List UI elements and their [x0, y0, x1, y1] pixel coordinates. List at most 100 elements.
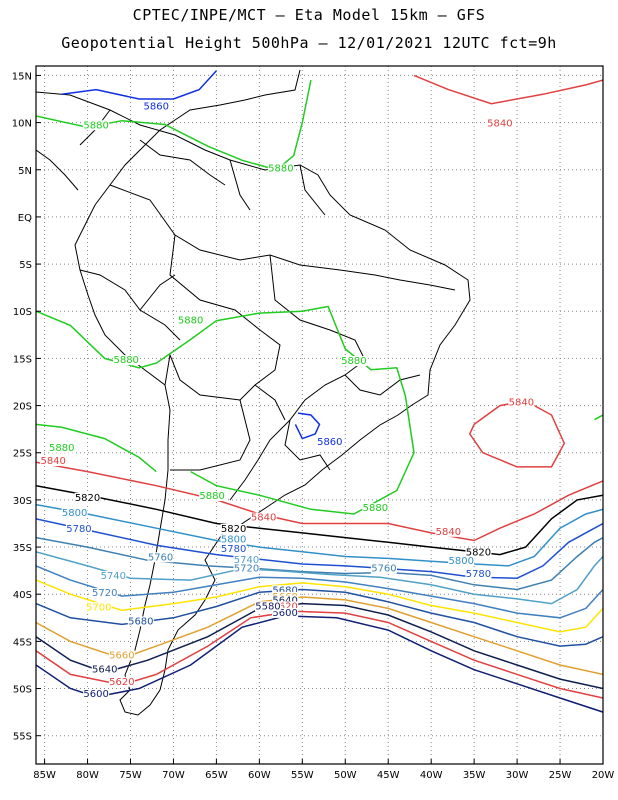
contour-line-5640: [36, 602, 603, 690]
contour-label: 5880: [83, 120, 108, 131]
contour-label-bg: [40, 456, 67, 467]
contour-label: 5780: [66, 524, 91, 535]
lat-tick-label: 55S: [13, 732, 32, 743]
contour-label: 5880: [341, 356, 366, 367]
contour-label: 5860: [144, 101, 169, 112]
contour-line-5700: [36, 579, 603, 633]
lat-tick-label: EQ: [18, 213, 32, 224]
lat-tick-label: 10N: [12, 119, 32, 130]
contour-label-bg: [220, 523, 247, 534]
lat-tick-label: 35S: [13, 543, 32, 554]
contour-line-5800: [36, 503, 603, 567]
contour-label-bg: [250, 512, 277, 523]
contour-label: 5840: [251, 513, 276, 524]
contour-label-bg: [199, 490, 226, 501]
contour-line-5720: [36, 565, 603, 619]
contour-label-bg: [143, 101, 170, 112]
contour-label-bg: [83, 689, 110, 700]
lon-tick-label: 75W: [119, 770, 142, 781]
lat-tick-label: 50S: [13, 685, 32, 696]
lon-tick-label: 50W: [334, 770, 357, 781]
contour-label: 5780: [466, 569, 491, 580]
contour-label: 5620: [272, 601, 297, 612]
contour-label-bg: [316, 437, 343, 448]
lon-tick-label: 40W: [420, 770, 443, 781]
contour-label: 5640: [272, 596, 297, 607]
contour-line-5600: [36, 615, 603, 713]
contour-label-bg: [272, 595, 299, 606]
contour-label: 5840: [436, 527, 461, 538]
contour-label: 5760: [371, 564, 396, 575]
contour-label-bg: [370, 563, 397, 574]
lat-tick-label: 40S: [13, 590, 32, 601]
contour-line-5880: [36, 423, 157, 473]
contour-label: 5680: [128, 616, 153, 627]
contour-label-bg: [74, 492, 101, 503]
coastline-lines: [36, 69, 471, 716]
lon-tick-label: 60W: [248, 770, 271, 781]
contour-label-bg: [91, 588, 118, 599]
contour-label: 5620: [109, 677, 134, 688]
lat-tick-label: 30S: [13, 496, 32, 507]
contour-label-bg: [83, 120, 110, 131]
contour-label: 5780: [221, 544, 246, 555]
contour-label: 5820: [221, 524, 246, 535]
contour-label: 5640: [92, 665, 117, 676]
contour-label-bg: [220, 534, 247, 545]
contour-label: 5880: [113, 355, 138, 366]
contour-label-bg: [48, 442, 75, 453]
contour-label: 5800: [62, 508, 87, 519]
contour-label-bg: [254, 601, 281, 612]
contour-label-bg: [65, 523, 92, 534]
contour-label-bg: [85, 602, 112, 613]
lat-tick-label: 5S: [19, 260, 32, 271]
contour-label-bg: [233, 555, 260, 566]
lon-tick-label: 65W: [205, 770, 228, 781]
contour-label: 5600: [272, 608, 297, 619]
contour-label: 5800: [221, 534, 246, 545]
contour-label-bg: [91, 664, 118, 675]
contour-label: 5740: [234, 555, 259, 566]
lon-tick-label: 30W: [506, 770, 529, 781]
contour-label: 5840: [509, 398, 534, 409]
contour-line-5840: [413, 74, 603, 105]
lon-tick-label: 70W: [162, 770, 185, 781]
lat-tick-label: 15S: [13, 354, 32, 365]
contour-label: 5840: [40, 456, 65, 467]
contour-label: 5860: [317, 437, 342, 448]
contour-label-bg: [448, 556, 475, 567]
lon-tick-label: 85W: [33, 770, 56, 781]
contour-label: 5820: [75, 493, 100, 504]
contour-label: 5820: [466, 548, 491, 559]
contour-label: 5740: [101, 571, 126, 582]
contour-label: 5880: [178, 316, 203, 327]
contour-label-bg: [465, 547, 492, 558]
contour-label: 5840: [487, 118, 512, 129]
contour-label-bg: [233, 563, 260, 574]
contour-label-bg: [61, 507, 88, 518]
contour-line-5820: [36, 484, 603, 556]
lon-tick-label: 45W: [377, 770, 400, 781]
contour-label: 5880: [199, 491, 224, 502]
contour-label-bg: [486, 118, 513, 129]
contour-line-5860: [61, 70, 217, 100]
lon-tick-label: 35W: [463, 770, 486, 781]
contour-label: 5700: [86, 602, 111, 613]
contour-label-bg: [108, 650, 135, 661]
map-frame: [35, 65, 604, 765]
contour-label-bg: [435, 526, 462, 537]
contour-line-5840: [36, 461, 603, 542]
contour-label-bg: [340, 356, 367, 367]
contour-label: 5580: [255, 601, 280, 612]
contour-label-bg: [362, 503, 389, 514]
contour-label-bg: [465, 569, 492, 580]
lat-tick-label: 45S: [13, 637, 32, 648]
contour-label: 5760: [148, 552, 173, 563]
contour-label: 5720: [92, 588, 117, 599]
contour-label-bg: [267, 163, 294, 174]
contour-label: 5600: [83, 689, 108, 700]
contour-label: 5800: [449, 556, 474, 567]
contour-label-bg: [272, 607, 299, 618]
contour-label: 5880: [363, 503, 388, 514]
